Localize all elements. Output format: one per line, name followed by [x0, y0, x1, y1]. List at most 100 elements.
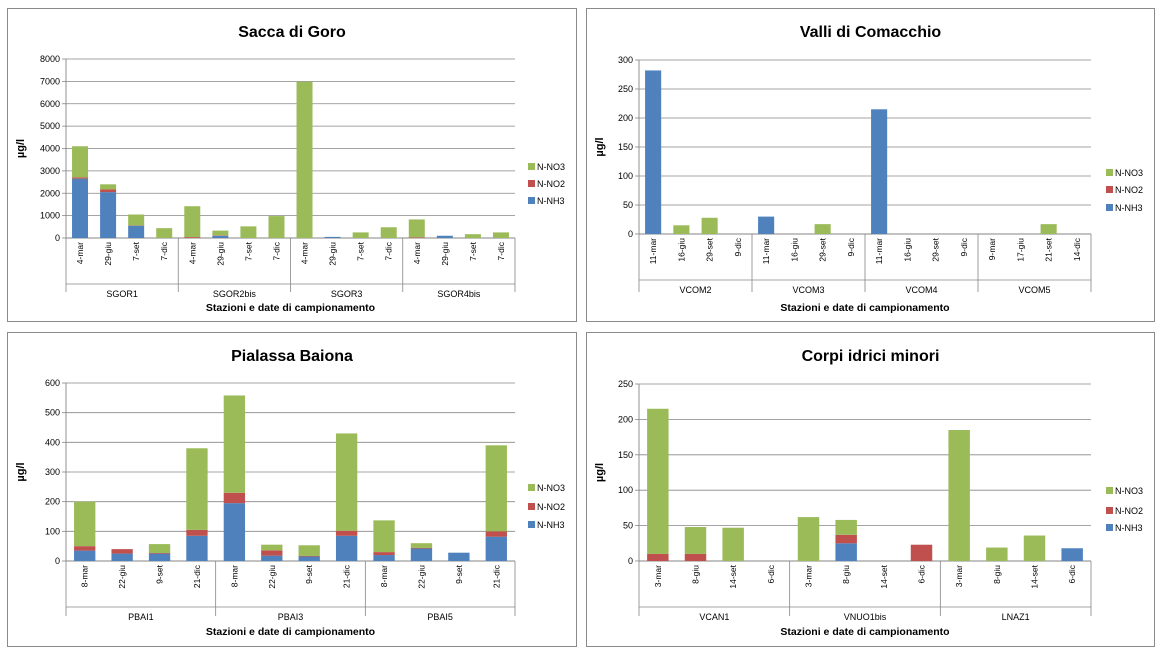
bar-n-nh3-vcom3-11-mar [758, 216, 775, 234]
x-date-label: 8-mar [379, 565, 389, 587]
x-date-label: 4-mar [187, 242, 197, 264]
bar-n-no3-sgor2bis-7-set [240, 226, 257, 238]
y-tick-label: 2000 [40, 188, 60, 198]
bar-n-no3-sgor1-7-dic [156, 228, 173, 238]
x-date-label: 6-dic [766, 564, 776, 583]
bar-n-nh3-pbai5-22-giu [410, 548, 433, 561]
bar-n-nh3-vcom2-11-mar [645, 70, 662, 234]
x-date-label: 7-set [131, 241, 141, 261]
x-date-label: 9-set [454, 564, 464, 584]
x-date-label: 9-dic [959, 237, 969, 256]
bar-n-nh3-pbai1-8-mar [74, 550, 96, 561]
chart-panel-corpi-idrici-minori: Corpi idrici minori 0 50 100 150 200 250 µg/l 3-… [586, 332, 1155, 647]
chart-svg: Sacca di Goro 0 1000 2000 3000 4000 5000 6000 70… [15, 24, 565, 314]
bar-n-nh3-pbai5-21-dic [485, 536, 507, 561]
y-tick-label: 150 [618, 450, 633, 460]
x-date-label: 21-set [1044, 237, 1054, 261]
bar-n-no3-sgor2bis-29-giu [212, 230, 229, 236]
y-axis-label: µg/l [15, 462, 27, 481]
x-date-label: 16-giu [789, 238, 799, 262]
bar-n-nh3-pbai1-9-set [148, 553, 171, 561]
x-date-label: 29-giu [440, 242, 450, 266]
bar-n-no2-pbai5-21-dic [485, 531, 507, 537]
legend-label-n-no2: N-NO2 [1115, 185, 1143, 195]
x-date-label: 9-mar [987, 238, 997, 260]
bar-n-no2-sgor4bis-4-mar [408, 237, 425, 238]
x-date-label: 21-dic [491, 564, 501, 588]
x-date-label: 9-dic [846, 237, 856, 256]
bar-n-no3-pbai1-21-dic [186, 448, 208, 530]
x-date-label: 14-set [728, 564, 738, 588]
y-tick-label: 100 [618, 485, 633, 495]
station-label: VCOM5 [1018, 285, 1050, 295]
legend-label-n-nh3: N-NH3 [537, 196, 565, 206]
y-axis-label: µg/l [15, 139, 27, 158]
bar-n-no3-sgor1-7-set [128, 214, 145, 226]
y-tick-label: 250 [618, 84, 633, 94]
chart-title: Valli di Comacchio [800, 24, 942, 41]
x-date-label: 4-mar [300, 242, 310, 264]
bar-n-nh3-vcom4-11-mar [871, 109, 888, 234]
y-tick-label: 0 [628, 229, 633, 239]
bar-n-nh3-sgor1-7-set [128, 225, 145, 238]
x-date-label: 9-set [304, 564, 314, 584]
bar-n-nh3-pbai1-22-giu [111, 553, 133, 561]
x-date-label: 8-giu [691, 565, 701, 584]
bar-n-no2-vcan1-3-mar [647, 553, 669, 561]
bar-n-no2-pbai5-22-giu [410, 547, 433, 549]
bar-n-no2-pbai3-8-mar [223, 492, 246, 504]
legend-swatch-n-no3 [1106, 487, 1113, 494]
x-date-label: 7-dic [384, 241, 394, 260]
bar-n-nh3-sgor3-29-giu [324, 236, 341, 238]
x-date-label: 8-giu [841, 565, 851, 584]
x-date-label: 14-dic [1072, 237, 1082, 261]
x-date-label: 16-giu [676, 238, 686, 262]
bar-n-nh3-sgor1-4-mar [72, 178, 89, 238]
bar-n-no3-sgor4bis-7-dic [492, 232, 509, 238]
bar-n-no2-pbai1-9-set [148, 552, 171, 554]
y-tick-label: 600 [45, 378, 60, 388]
legend-label-n-no3: N-NO3 [537, 483, 565, 493]
x-date-label: 21-dic [342, 564, 352, 588]
bar-n-no3-vcom2-29-set [701, 217, 718, 234]
bar-n-no3-sgor1-4-mar [72, 146, 89, 178]
station-label: SGOR3 [331, 289, 363, 299]
x-date-label: 8-mar [229, 565, 239, 587]
legend-label-n-no2: N-NO2 [537, 502, 565, 512]
x-date-label: 3-mar [954, 565, 964, 587]
y-tick-label: 250 [618, 379, 633, 389]
bar-n-no3-sgor2bis-7-dic [268, 216, 285, 238]
y-tick-label: 8000 [40, 54, 60, 64]
x-date-label: 4-mar [412, 242, 422, 264]
y-tick-label: 1000 [40, 211, 60, 221]
x-date-label: 14-set [879, 564, 889, 588]
y-axis-label: µg/l [594, 463, 606, 482]
bar-n-no3-vcan1-3-mar [647, 408, 669, 554]
x-date-label: 8-giu [992, 565, 1002, 584]
y-tick-label: 7000 [40, 76, 60, 86]
bar-n-no3-sgor4bis-4-mar [408, 219, 425, 238]
chart-panel-valli-di-comacchio: Valli di Comacchio 0 50 100 150 200 250 300 µg/l… [586, 8, 1155, 322]
x-date-label: 17-giu [1015, 238, 1025, 262]
bar-n-no3-vcom5-21-set [1040, 224, 1057, 234]
legend-swatch-n-nh3 [528, 521, 535, 528]
x-date-label: 29-giu [103, 242, 113, 266]
bar-n-no2-sgor1-29-giu [100, 189, 117, 193]
y-tick-label: 0 [55, 556, 60, 566]
x-date-label: 22-giu [267, 565, 277, 589]
x-date-label: 22-giu [416, 565, 426, 589]
chart-svg: Pialassa Baiona 0 100 200 300 400 500 600 µg/l 8-… [15, 348, 565, 638]
y-tick-label: 150 [618, 142, 633, 152]
bar-n-no3-sgor3-4-mar [296, 81, 313, 238]
bar-n-no3-vcan1-14-set [722, 527, 744, 561]
legend-label-n-no3: N-NO3 [537, 162, 565, 172]
chart-svg: Corpi idrici minori 0 50 100 150 200 250 µg/l 3-… [594, 348, 1143, 638]
y-tick-label: 3000 [40, 166, 60, 176]
y-tick-label: 300 [45, 467, 60, 477]
bar-n-nh3-pbai1-21-dic [186, 535, 208, 561]
legend-swatch-n-no3 [1106, 169, 1113, 176]
bar-n-no2-pbai1-21-dic [186, 529, 208, 536]
y-tick-label: 400 [45, 437, 60, 447]
station-label: VCOM4 [905, 285, 937, 295]
bar-n-no3-vnuo1bis-8-giu [835, 519, 857, 535]
